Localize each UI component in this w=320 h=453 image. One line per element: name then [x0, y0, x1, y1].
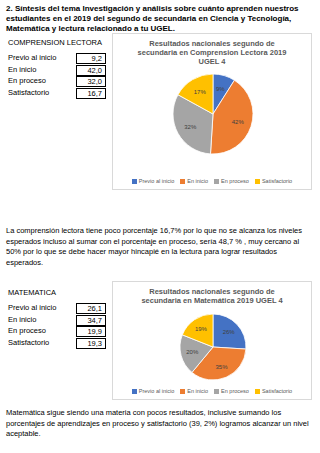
- legend-item: En proceso: [214, 178, 249, 185]
- section-title: COMPRENSION LECTORA: [8, 38, 102, 47]
- legend-swatch: [132, 389, 137, 394]
- legend-swatch: [180, 389, 185, 394]
- legend-swatch: [214, 179, 219, 184]
- table-label: En proceso: [8, 76, 46, 86]
- heading: 2. Síntesis del tema Investigación y aná…: [6, 4, 316, 34]
- legend-label: Satisfactorio: [262, 178, 292, 185]
- table-value: 19,9: [76, 326, 106, 337]
- table-value: 42,0: [76, 65, 106, 76]
- table-label: Previo al inicio: [8, 303, 56, 313]
- legend-label: En proceso: [221, 388, 249, 395]
- legend-swatch: [180, 179, 185, 184]
- chart-title: Resultados nacionales segundo de secunda…: [113, 39, 311, 66]
- table-label: Satisfactorio: [8, 88, 49, 98]
- legend-item: Previo al inicio: [132, 178, 174, 185]
- table-label: En inicio: [8, 65, 36, 75]
- legend-item: En proceso: [214, 388, 249, 395]
- legend-swatch: [214, 389, 219, 394]
- data-label: 26%: [223, 329, 236, 335]
- table-label: Satisfactorio: [8, 338, 49, 348]
- section-title: MATEMATICA: [8, 288, 56, 297]
- paragraph: Matemática sigue siendo una materia con …: [6, 408, 316, 440]
- legend: Previo al inicio En inicio En proceso Satis…: [113, 388, 311, 395]
- legend-item: Satisfactorio: [255, 178, 292, 185]
- data-label: 35%: [216, 364, 229, 370]
- data-label: 17%: [194, 89, 207, 95]
- legend-label: Previo al inicio: [139, 178, 174, 185]
- table-value: 16,7: [76, 88, 106, 99]
- data-label: 32%: [184, 124, 197, 130]
- chart-title: Resultados nacionales segundo de secunda…: [113, 287, 311, 305]
- legend-label: En inicio: [187, 178, 208, 185]
- legend-swatch: [255, 389, 260, 394]
- pie-slice: [210, 80, 253, 154]
- legend-item: En inicio: [180, 388, 208, 395]
- data-label: 9%: [216, 86, 225, 92]
- legend-label: Previo al inicio: [139, 388, 174, 395]
- table-value: 32,0: [76, 76, 106, 87]
- pie-slice: [182, 314, 213, 347]
- table-label: En inicio: [8, 315, 36, 325]
- paragraph: La comprensión lectora tiene poco porcen…: [6, 226, 316, 268]
- chart-frame: 9% 42% 32% 17% Resultados nacionales segundo…: [112, 33, 312, 190]
- legend-swatch: [255, 179, 260, 184]
- data-label: 20%: [186, 349, 199, 355]
- chart-frame: 26% 35% 20% 19% Resultados nacionales segund…: [112, 281, 312, 400]
- table-value: 34,7: [76, 315, 106, 326]
- legend: Previo al inicio En inicio En proceso Satis…: [113, 178, 311, 185]
- table-label: En proceso: [8, 326, 46, 336]
- pie-slice: [178, 74, 213, 114]
- legend-label: En proceso: [221, 178, 249, 185]
- legend-item: Previo al inicio: [132, 388, 174, 395]
- legend-item: En inicio: [180, 178, 208, 185]
- data-label: 19%: [195, 326, 208, 332]
- table-value: 9,2: [76, 53, 106, 64]
- data-label: 42%: [232, 119, 245, 125]
- pie-slice: [213, 314, 246, 349]
- legend-label: Satisfactorio: [262, 388, 292, 395]
- table-value: 26,1: [76, 303, 106, 314]
- legend-swatch: [132, 179, 137, 184]
- table-label: Previo al inicio: [8, 53, 56, 63]
- legend-item: Satisfactorio: [255, 388, 292, 395]
- table-value: 19,3: [76, 338, 106, 349]
- legend-label: En inicio: [187, 388, 208, 395]
